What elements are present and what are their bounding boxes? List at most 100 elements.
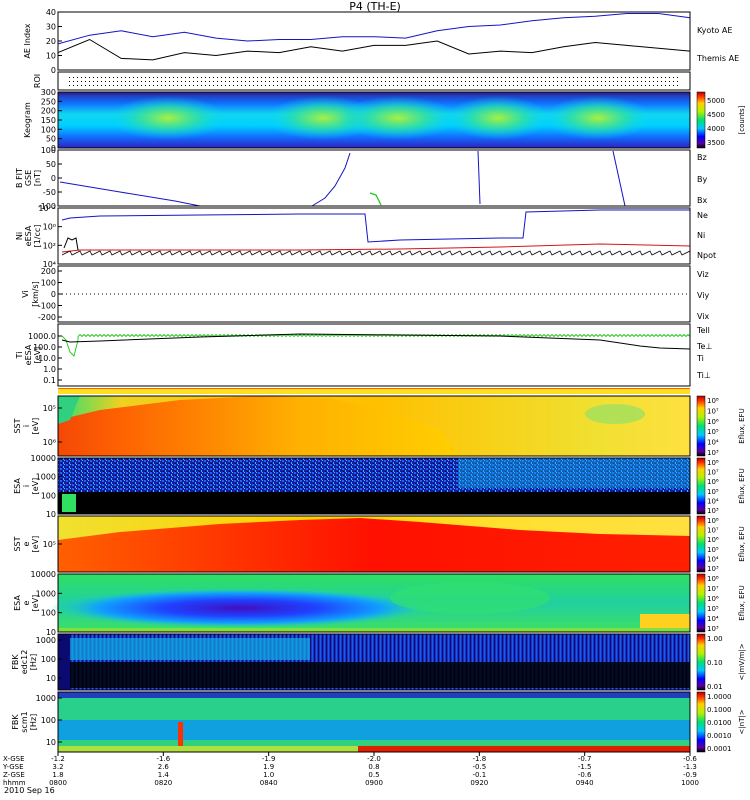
sst-i-panel-frame xyxy=(57,395,691,457)
ae-series-line xyxy=(57,38,691,61)
fbk-e-ytick-label: 1000 xyxy=(36,636,56,645)
colorbar-tick-label: 10⁵ xyxy=(707,428,719,436)
keogram-colorbar-tick: 5000 xyxy=(707,97,725,105)
sst-i-patch xyxy=(585,404,645,424)
temperature-ylabel: Ti xyxy=(15,352,24,360)
bx-line xyxy=(311,152,351,207)
fbk-e-black xyxy=(70,662,690,688)
colorbar-tick-label: 10⁶ xyxy=(707,536,719,544)
colorbar-tick-label: 0.01 xyxy=(707,683,723,691)
sst-i-high-flux xyxy=(58,396,460,456)
footer-value: 2.6 xyxy=(158,763,170,771)
density-panel-frame xyxy=(57,207,691,265)
fbk-e-cyan xyxy=(70,638,310,660)
ni-line xyxy=(63,237,79,251)
esa-i-noise xyxy=(58,458,690,492)
keogram-top-band xyxy=(58,92,690,95)
legend-vix: Vix xyxy=(697,312,710,321)
legend-tell: Tell xyxy=(697,326,710,335)
colorbar-tick-label: 0.1000 xyxy=(707,706,732,714)
esa-i-green-burst xyxy=(62,494,76,512)
sst-i-ylabel: [eV] xyxy=(31,418,40,435)
footer-value: 3.2 xyxy=(52,763,63,771)
roi-dots xyxy=(68,76,680,88)
legend-viy: Viy xyxy=(697,291,710,300)
footer-row-label: X-GSE xyxy=(3,755,25,763)
temperature-panel-frame xyxy=(57,323,691,387)
legend-ne: Ne xyxy=(697,211,708,220)
colorbar-label: <|mV/m|> xyxy=(738,643,746,680)
fbk-b-ytick-label: 100 xyxy=(41,716,56,725)
footer-value: -0.6 xyxy=(578,771,592,779)
colorbar-label: <|nT|> xyxy=(738,709,746,734)
esa-e-colorbar xyxy=(696,573,706,633)
fbk-e-ylabel: FBK xyxy=(11,654,20,670)
temperature-ylabel: eESA xyxy=(24,344,33,365)
esa-i-ytick-label: 10 xyxy=(46,510,56,519)
colorbar-tick-label: 10⁶ xyxy=(707,478,719,486)
density-ylabel: Ni xyxy=(15,232,24,240)
bfield-ytick-label: 100 xyxy=(41,146,56,155)
sst-i-ytick-label: 10⁶ xyxy=(43,438,56,447)
velocity-ytick-label: 0 xyxy=(51,290,56,299)
legend-kyoto-ae: Kyoto AE xyxy=(697,26,733,35)
colorbar-tick-label: 10⁴ xyxy=(707,497,719,505)
colorbar-tick-label: 10⁷ xyxy=(707,527,719,535)
keogram-ytick-label: 200 xyxy=(41,107,56,116)
ae-ytick-label: 0 xyxy=(51,66,56,75)
velocity-ylabel: Vi xyxy=(21,290,30,298)
footer-value: -1.6 xyxy=(156,755,170,763)
fbk-b-ylabel: [Hz] xyxy=(29,714,38,730)
footer-value: 0840 xyxy=(260,779,278,787)
esa-e-ylabel: ESA xyxy=(13,595,22,611)
footer-value: -0.5 xyxy=(472,763,486,771)
sst-e-ylabel: [eV] xyxy=(31,536,40,553)
plot-title: P4 (TH-E) xyxy=(349,0,401,13)
roi-panel-frame xyxy=(57,71,691,91)
keogram-bright-region xyxy=(108,96,228,140)
keogram-colorbar-tick: 4000 xyxy=(707,125,725,133)
bfield-ytick-label: -50 xyxy=(43,188,56,197)
sst-i-ylabel: i xyxy=(22,425,31,427)
temperature-ytick-label: 0.1 xyxy=(43,376,56,385)
panel-layer xyxy=(50,11,706,756)
esa-i-cyan xyxy=(458,458,690,488)
velocity-ytick-label: 200 xyxy=(41,267,56,276)
ae-ytick-label: 30 xyxy=(46,23,56,32)
ae-series-line xyxy=(57,13,691,45)
keogram-ytick-label: 250 xyxy=(41,97,56,106)
keogram-ytick-label: 50 xyxy=(46,135,56,144)
colorbar-tick-label: 10⁸ xyxy=(707,397,719,405)
keogram-colorbar-tick: 4500 xyxy=(707,111,725,119)
footer-row-label: hhmm xyxy=(3,779,26,787)
esa-i-panel-frame xyxy=(57,457,691,515)
esa-i-ylabel: i xyxy=(22,485,31,487)
keogram-ytick-label: 100 xyxy=(41,125,56,134)
footer-value: -0.9 xyxy=(683,771,697,779)
density-bg xyxy=(58,208,690,264)
colorbar-tick-label: 10⁸ xyxy=(707,517,719,525)
ne-line xyxy=(61,243,691,253)
density-ytick-label: 10⁰ xyxy=(43,223,56,232)
esa-e-bottom-band xyxy=(58,628,690,632)
colorbar-tick-label: 0.0001 xyxy=(707,745,732,753)
colorbar-tick-label: 0.10 xyxy=(707,659,723,667)
sst-e-ytick-label: 10⁵ xyxy=(43,540,56,549)
legend-by: By xyxy=(697,175,708,184)
colorbar-tick-label: 10³ xyxy=(707,625,719,633)
footer-value: -0.7 xyxy=(578,755,592,763)
colorbar-tick-label: 1.0000 xyxy=(707,693,732,701)
fbk-e-ylabel: edc12 xyxy=(20,650,29,675)
legend-themis-ae: Themis AE xyxy=(697,54,740,63)
bfield-ytick-label: 0 xyxy=(51,174,56,183)
esa-e-ylabel: e xyxy=(22,600,31,605)
density-ytick-label: 10² xyxy=(43,241,56,250)
esa-e-ytick-label: 10 xyxy=(46,628,56,637)
keogram-ytick-label: 300 xyxy=(41,88,56,97)
colorbar-tick-label: 10³ xyxy=(707,449,719,457)
fbk-b-ytick-label: 1000 xyxy=(36,694,56,703)
footer-value: 0.8 xyxy=(368,763,379,771)
fbk-e-panel-frame xyxy=(57,633,691,691)
sst-i-ytick-label: 10⁵ xyxy=(43,404,56,413)
esa-i-ylabel: [eV] xyxy=(31,478,40,495)
